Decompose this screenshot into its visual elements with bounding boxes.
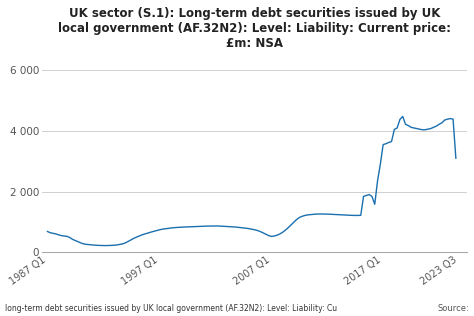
Text: Source:: Source:	[438, 304, 469, 313]
Text: long-term debt securities issued by UK local government (AF.32N2): Level: Liabil: long-term debt securities issued by UK l…	[5, 304, 337, 313]
Title: UK sector (S.1): Long-term debt securities issued by UK
local government (AF.32N: UK sector (S.1): Long-term debt securiti…	[58, 7, 451, 50]
